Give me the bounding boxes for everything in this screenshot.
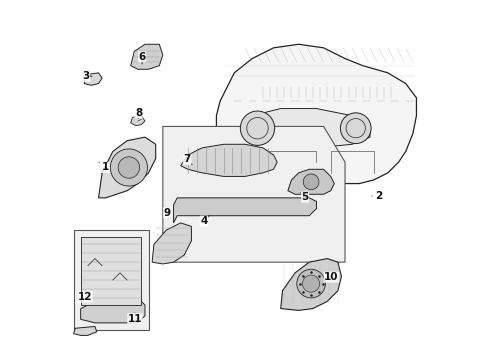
Text: 4: 4 — [200, 216, 209, 226]
Text: 1: 1 — [99, 162, 109, 172]
Polygon shape — [81, 237, 142, 305]
Text: 5: 5 — [300, 192, 309, 202]
Polygon shape — [74, 327, 97, 336]
Text: 10: 10 — [324, 272, 339, 282]
Polygon shape — [152, 223, 192, 264]
Polygon shape — [281, 258, 342, 310]
Polygon shape — [173, 198, 317, 223]
Polygon shape — [131, 44, 163, 69]
Polygon shape — [84, 73, 102, 85]
Text: 6: 6 — [139, 52, 146, 64]
Text: 12: 12 — [78, 292, 92, 302]
Circle shape — [341, 113, 371, 144]
Polygon shape — [181, 144, 277, 176]
Text: 7: 7 — [183, 154, 192, 165]
Polygon shape — [131, 116, 145, 126]
Text: 11: 11 — [128, 313, 142, 324]
Text: 9: 9 — [164, 208, 171, 218]
Circle shape — [241, 111, 275, 145]
Polygon shape — [163, 126, 345, 262]
Text: 3: 3 — [82, 71, 92, 81]
Circle shape — [297, 269, 325, 298]
Polygon shape — [74, 230, 148, 330]
Text: 2: 2 — [372, 191, 383, 201]
Polygon shape — [217, 44, 416, 184]
Polygon shape — [81, 298, 145, 323]
Circle shape — [118, 157, 140, 178]
Circle shape — [302, 275, 319, 292]
Polygon shape — [245, 109, 370, 148]
Polygon shape — [288, 169, 334, 194]
Circle shape — [303, 174, 319, 190]
Text: 8: 8 — [135, 108, 142, 118]
Polygon shape — [98, 137, 156, 198]
Circle shape — [110, 149, 147, 186]
